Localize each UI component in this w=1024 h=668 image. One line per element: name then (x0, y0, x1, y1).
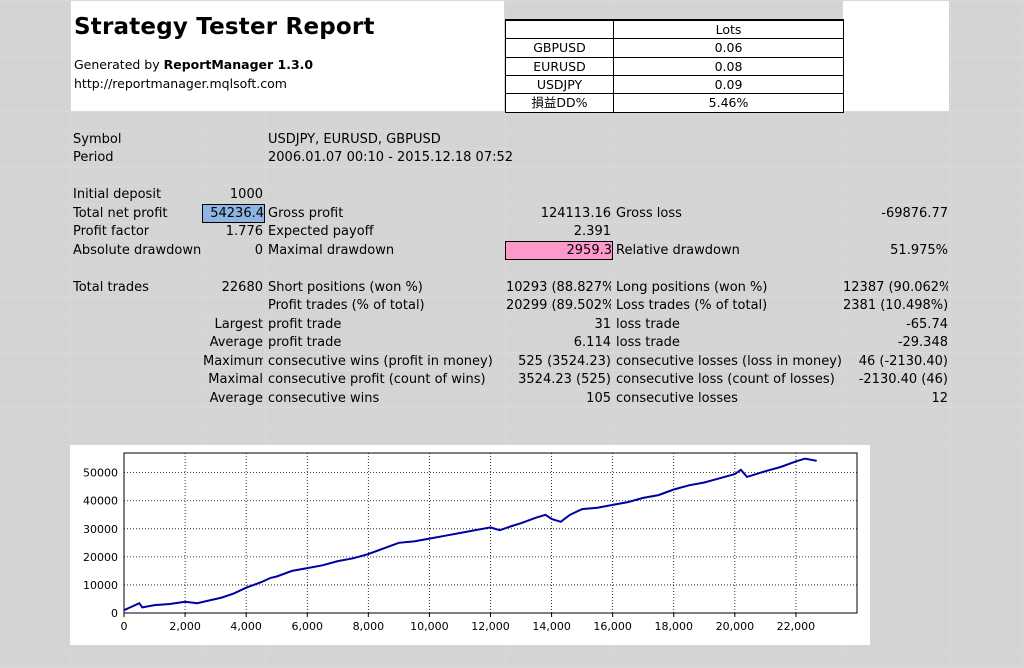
x-tick-label: 2,000 (169, 620, 201, 633)
detail-right-value: 46 (-2130.40) (858, 354, 948, 369)
generated-prefix: Generated by (74, 57, 164, 72)
total-trades-label: Total trades (73, 280, 149, 295)
x-tick-label: 6,000 (292, 620, 324, 633)
symbol-value: USDJPY, EURUSD, GBPUSD (268, 132, 441, 147)
detail-prefix: Maximum (203, 354, 263, 369)
detail-prefix: Average (209, 391, 263, 406)
detail-left-label: profit trade (268, 335, 342, 350)
period-value: 2006.01.07 00:10 - 2015.12.18 07:52 (268, 150, 514, 165)
lots-table: Lots GBPUSD 0.06 EURUSD 0.08 USDJPY 0.09… (505, 19, 844, 113)
x-tick-label: 8,000 (353, 620, 385, 633)
profit-trades-label: Profit trades (% of total) (268, 298, 425, 313)
y-tick-label: 10000 (83, 579, 118, 592)
x-tick-label: 18,000 (655, 620, 694, 633)
gross-loss-value: -69876.77 (881, 206, 948, 221)
profit-factor-label: Profit factor (73, 224, 150, 239)
relative-drawdown-value: 51.975% (890, 243, 948, 258)
detail-left-value: 3524.23 (525) (518, 372, 611, 387)
lots-header: Lots (715, 22, 742, 37)
lots-label-dd: 損益DD% (531, 95, 588, 110)
absolute-drawdown-value: 0 (254, 243, 263, 258)
lots-label-eurusd: EURUSD (533, 59, 586, 74)
maximal-drawdown-value: 2959.3 (505, 241, 613, 260)
chart-plot-area (123, 452, 858, 614)
generator-name: ReportManager 1.3.0 (163, 57, 314, 72)
gross-loss-label: Gross loss (616, 206, 682, 221)
lots-label-usdjpy: USDJPY (536, 77, 583, 92)
detail-prefix: Largest (214, 317, 263, 332)
detail-prefix: Maximal (208, 372, 263, 387)
chart-grid (124, 453, 857, 613)
detail-prefix: Average (209, 335, 263, 350)
expected-payoff-label: Expected payoff (268, 224, 374, 239)
lots-value-gbpusd: 0.06 (714, 40, 743, 55)
expected-payoff-value: 2.391 (573, 224, 611, 239)
chart-y-ticks: 0 10000 20000 30000 40000 50000 (83, 467, 118, 620)
long-positions-label: Long positions (won %) (616, 280, 768, 295)
x-tick-label: 20,000 (716, 620, 755, 633)
y-tick-label: 50000 (83, 467, 118, 480)
detail-right-label: consecutive losses (616, 391, 738, 406)
detail-left-value: 31 (594, 317, 611, 332)
detail-left-label: consecutive wins (profit in money) (268, 354, 493, 369)
maximal-drawdown-label: Maximal drawdown (268, 243, 395, 258)
detail-right-value: -29.348 (897, 335, 948, 350)
lots-value-dd: 5.46% (708, 95, 749, 110)
profit-trades-value: 20299 (89.502%) (506, 298, 611, 313)
chart-x-ticks: 0 2,000 4,000 6,000 8,000 10,000 12,000 14,000 1… (121, 613, 816, 633)
gross-profit-label: Gross profit (268, 206, 344, 221)
detail-left-value: 525 (3524.23) (518, 354, 611, 369)
detail-left-value: 105 (586, 391, 611, 406)
x-tick-label: 16,000 (593, 620, 632, 633)
y-tick-label: 20000 (83, 551, 118, 564)
total-net-profit-label: Total net profit (73, 206, 168, 221)
detail-right-value: 12 (931, 391, 948, 406)
initial-deposit-label: Initial deposit (73, 187, 162, 202)
relative-drawdown-label: Relative drawdown (616, 243, 740, 258)
initial-deposit-value: 1000 (229, 187, 263, 202)
lots-value-usdjpy: 0.09 (714, 77, 743, 92)
lots-label-gbpusd: GBPUSD (533, 40, 586, 55)
detail-left-label: consecutive wins (268, 391, 380, 406)
x-tick-label: 4,000 (230, 620, 262, 633)
detail-left-value: 6.114 (573, 335, 611, 350)
lots-value-eurusd: 0.08 (714, 59, 743, 74)
equity-chart: 0 10000 20000 30000 40000 50000 0 2,000 4,000 6,… (70, 445, 870, 645)
gross-profit-value: 124113.16 (540, 206, 611, 221)
loss-trades-label: Loss trades (% of total) (616, 298, 768, 313)
x-tick-label: 0 (121, 620, 128, 633)
x-tick-label: 14,000 (532, 620, 571, 633)
equity-chart-svg: 0 10000 20000 30000 40000 50000 0 2,000 4,000 6,… (83, 452, 858, 633)
period-label: Period (73, 150, 114, 165)
report-url: http://reportmanager.mqlsoft.com (74, 75, 287, 93)
x-tick-label: 12,000 (471, 620, 510, 633)
x-tick-label: 10,000 (410, 620, 449, 633)
y-tick-label: 30000 (83, 523, 118, 536)
short-positions-value: 10293 (88.827%) (506, 280, 611, 295)
absolute-drawdown-label: Absolute drawdown (73, 243, 202, 258)
detail-right-value: -2130.40 (46) (858, 372, 948, 387)
long-positions-value: 12387 (90.062%) (843, 280, 948, 295)
detail-left-label: consecutive profit (count of wins) (268, 372, 486, 387)
detail-right-label: consecutive loss (count of losses) (616, 372, 835, 387)
short-positions-label: Short positions (won %) (268, 280, 423, 295)
detail-right-label: loss trade (616, 317, 680, 332)
total-net-profit-value: 54236.4 (202, 204, 265, 223)
equity-series-line (123, 457, 817, 612)
y-tick-label: 0 (111, 607, 118, 620)
detail-right-label: loss trade (616, 335, 680, 350)
loss-trades-value: 2381 (10.498%) (843, 298, 948, 313)
generated-by: Generated by ReportManager 1.3.0 (74, 56, 314, 74)
total-trades-value: 22680 (221, 280, 263, 295)
detail-right-value: -65.74 (906, 317, 948, 332)
detail-left-label: profit trade (268, 317, 342, 332)
profit-factor-value: 1.776 (225, 224, 263, 239)
symbol-label: Symbol (73, 132, 122, 147)
detail-right-label: consecutive losses (loss in money) (616, 354, 842, 369)
y-tick-label: 40000 (83, 495, 118, 508)
report-title: Strategy Tester Report (74, 12, 379, 42)
x-tick-label: 22,000 (777, 620, 816, 633)
